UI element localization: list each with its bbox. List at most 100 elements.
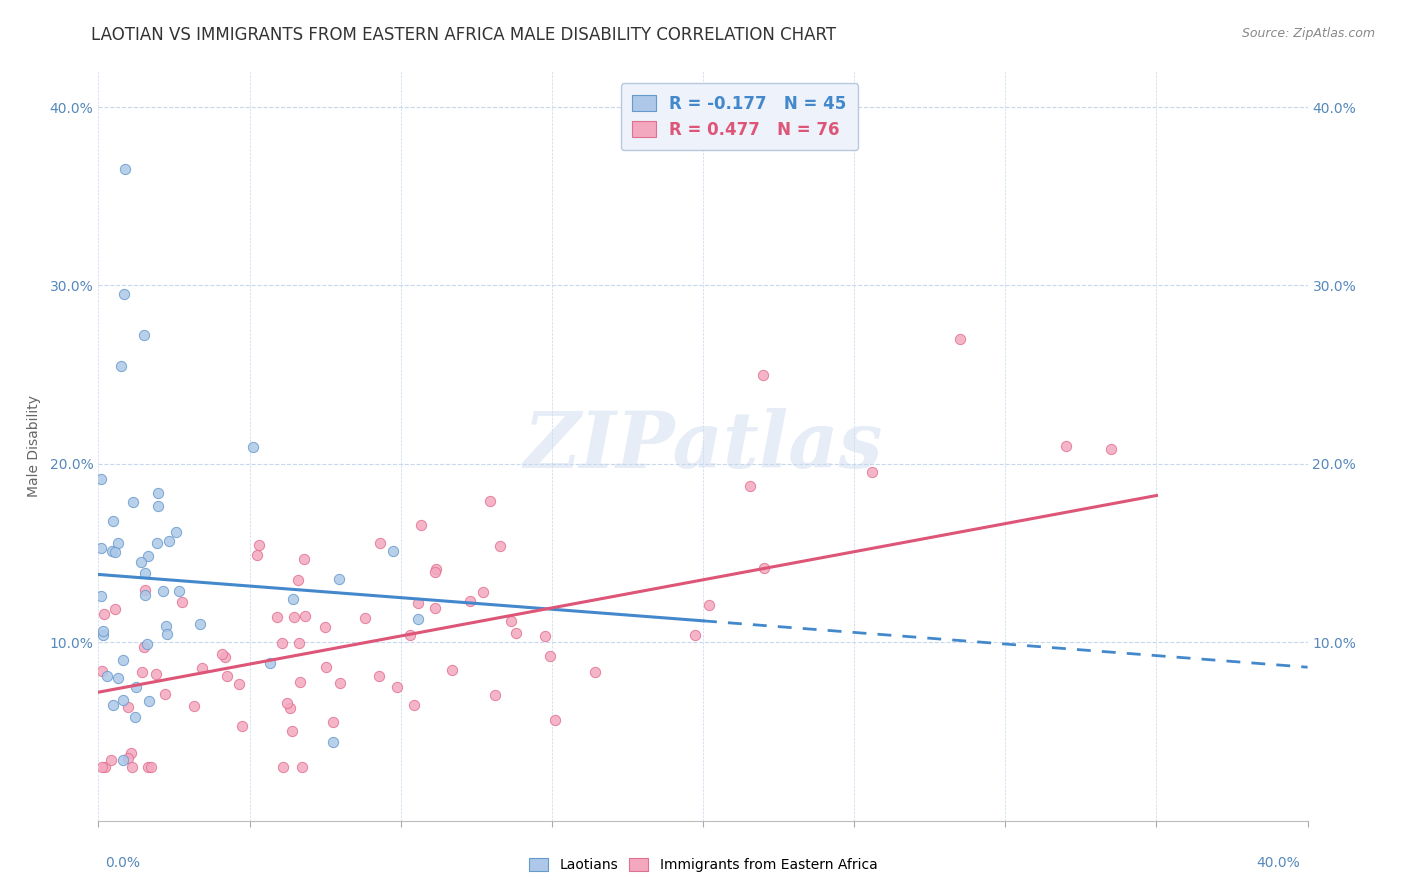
- Point: [425, 565, 447, 579]
- Point: [441, 663, 464, 677]
- Point: [111, 693, 134, 707]
- Point: [183, 698, 205, 713]
- Point: [156, 627, 179, 641]
- Point: [288, 636, 311, 650]
- Point: [533, 629, 555, 643]
- Point: [228, 677, 250, 691]
- Point: [131, 665, 153, 680]
- Point: [139, 760, 162, 774]
- Point: [583, 665, 606, 679]
- Point: [752, 368, 775, 382]
- Point: [367, 669, 389, 683]
- Point: [281, 724, 304, 739]
- Point: [322, 715, 344, 730]
- Point: [294, 609, 316, 624]
- Point: [120, 746, 142, 760]
- Text: Source: ZipAtlas.com: Source: ZipAtlas.com: [1241, 28, 1375, 40]
- Point: [94, 760, 117, 774]
- Point: [488, 539, 510, 553]
- Point: [215, 669, 238, 683]
- Point: [188, 616, 211, 631]
- Point: [101, 544, 124, 558]
- Point: [165, 525, 187, 540]
- Text: 0.0%: 0.0%: [105, 856, 141, 870]
- Point: [117, 751, 139, 765]
- Point: [103, 601, 125, 615]
- Point: [134, 328, 156, 343]
- Point: [136, 549, 159, 564]
- Point: [112, 287, 135, 301]
- Point: [132, 640, 155, 654]
- Point: [152, 584, 174, 599]
- Point: [124, 710, 146, 724]
- Point: [145, 666, 167, 681]
- Point: [505, 625, 527, 640]
- Point: [96, 669, 118, 683]
- Point: [146, 499, 169, 513]
- Point: [387, 680, 409, 694]
- Point: [117, 700, 139, 714]
- Point: [259, 656, 281, 670]
- Point: [246, 548, 269, 562]
- Point: [145, 536, 167, 550]
- Point: [273, 760, 295, 774]
- Point: [291, 760, 314, 774]
- Text: 40.0%: 40.0%: [1257, 856, 1301, 870]
- Point: [134, 566, 156, 581]
- Point: [153, 687, 176, 701]
- Text: ZIPatlas: ZIPatlas: [523, 408, 883, 484]
- Point: [101, 698, 124, 712]
- Legend: Laotians, Immigrants from Eastern Africa: Laotians, Immigrants from Eastern Africa: [523, 853, 883, 878]
- Point: [752, 560, 775, 574]
- Point: [860, 466, 883, 480]
- Point: [404, 698, 426, 713]
- Point: [406, 596, 429, 610]
- Point: [399, 628, 422, 642]
- Point: [247, 537, 270, 551]
- Point: [190, 660, 212, 674]
- Point: [408, 612, 430, 626]
- Point: [110, 359, 132, 373]
- Point: [683, 628, 706, 642]
- Point: [134, 588, 156, 602]
- Point: [136, 637, 159, 651]
- Point: [1099, 442, 1122, 456]
- Point: [138, 693, 160, 707]
- Point: [172, 595, 194, 609]
- Point: [314, 620, 336, 634]
- Point: [90, 589, 112, 603]
- Point: [129, 555, 152, 569]
- Point: [112, 752, 135, 766]
- Point: [381, 544, 404, 558]
- Point: [425, 561, 447, 575]
- Point: [136, 760, 159, 774]
- Point: [538, 648, 561, 663]
- Point: [1054, 439, 1077, 453]
- Point: [211, 647, 233, 661]
- Point: [322, 735, 344, 749]
- Point: [121, 760, 143, 774]
- Point: [90, 472, 112, 486]
- Point: [423, 600, 446, 615]
- Point: [114, 162, 136, 177]
- Point: [276, 696, 298, 710]
- Point: [292, 551, 315, 566]
- Point: [157, 533, 180, 548]
- Point: [125, 680, 148, 694]
- Point: [104, 544, 127, 558]
- Y-axis label: Male Disability: Male Disability: [27, 395, 41, 497]
- Point: [368, 536, 391, 550]
- Point: [242, 440, 264, 454]
- Point: [740, 479, 762, 493]
- Point: [484, 688, 506, 702]
- Point: [697, 598, 720, 612]
- Point: [91, 624, 114, 638]
- Point: [271, 636, 294, 650]
- Point: [329, 675, 352, 690]
- Point: [283, 610, 305, 624]
- Point: [315, 659, 337, 673]
- Point: [278, 701, 301, 715]
- Text: LAOTIAN VS IMMIGRANTS FROM EASTERN AFRICA MALE DISABILITY CORRELATION CHART: LAOTIAN VS IMMIGRANTS FROM EASTERN AFRIC…: [91, 26, 837, 44]
- Point: [90, 541, 112, 555]
- Point: [409, 518, 432, 533]
